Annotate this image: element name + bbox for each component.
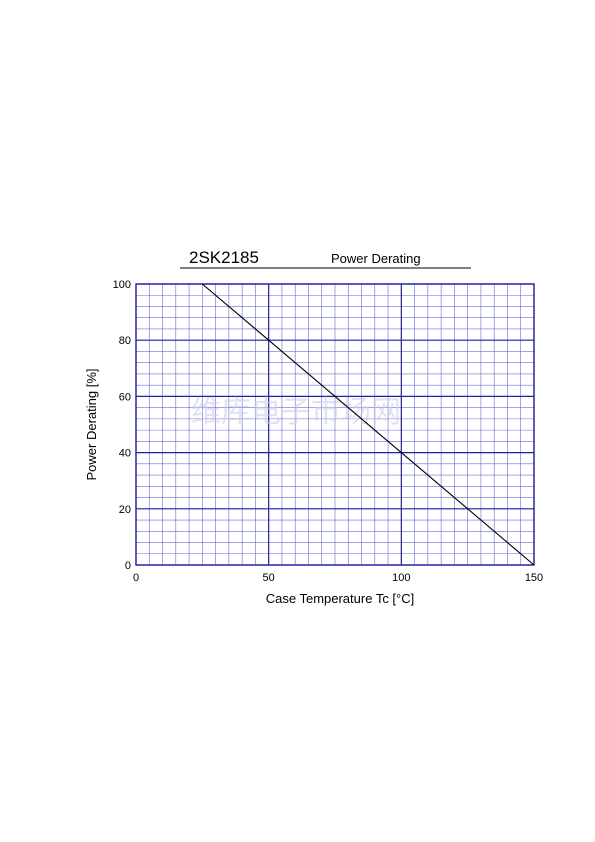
chart-title: Power Derating [331,251,421,266]
watermark: 维库电子市场网 [191,395,401,430]
y-tick-label: 60 [119,391,131,403]
y-tick-label: 20 [119,504,131,516]
x-tick-label: 0 [133,572,139,584]
part-number-title: 2SK2185 [189,248,259,267]
y-tick-label: 100 [113,279,131,291]
y-tick-label: 40 [119,448,131,460]
x-tick-labels: 0 50 100 150 [133,572,543,584]
x-tick-label: 100 [392,572,410,584]
y-tick-label: 80 [119,335,131,347]
series-layer [201,283,535,566]
y-axis-title: Power Derating [%] [84,369,99,481]
x-axis-title: Case Temperature Tc [°C] [266,591,415,606]
minor-grid [136,284,534,565]
x-tick-label: 50 [263,572,275,584]
y-tick-labels: 0 20 40 60 80 100 [113,279,131,572]
plot-frame [135,283,535,566]
x-tick-label: 150 [525,572,543,584]
derating-line [201,283,535,566]
y-tick-label: 0 [125,560,131,572]
